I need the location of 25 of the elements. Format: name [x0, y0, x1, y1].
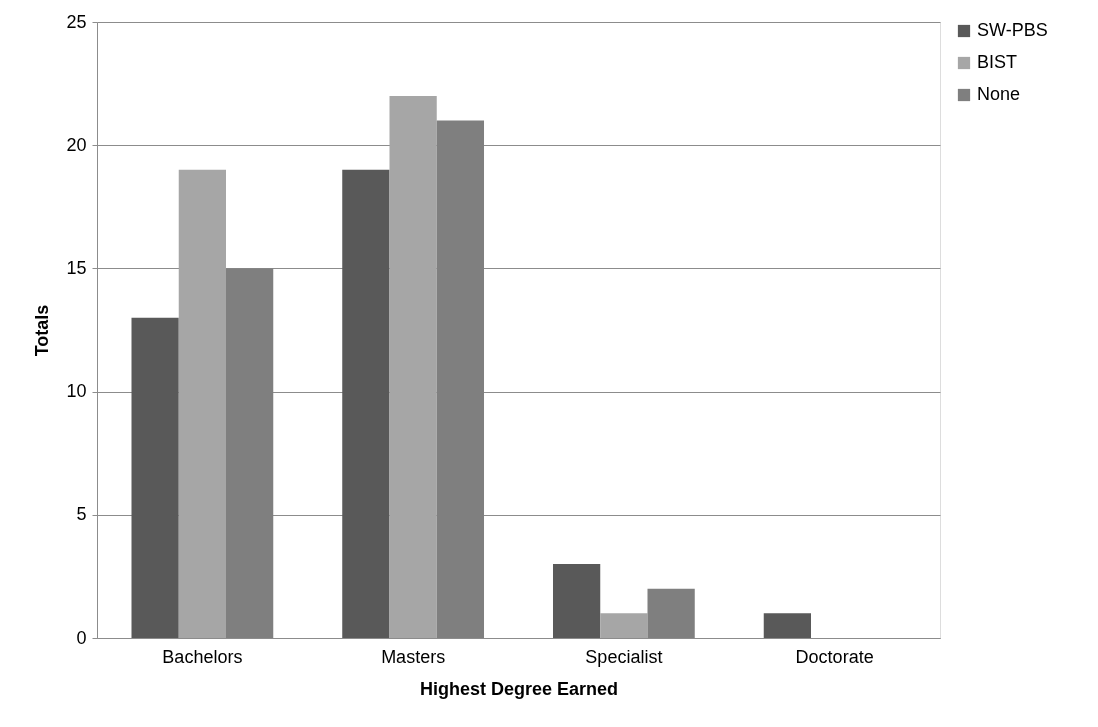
x-tick-label: Bachelors: [162, 646, 243, 667]
x-tick-label: Doctorate: [795, 646, 874, 667]
y-tick-label: 10: [66, 381, 87, 402]
bar: [389, 95, 437, 638]
bar: [647, 588, 695, 638]
y-tick-label: 0: [76, 627, 87, 648]
y-tick-label: 20: [66, 134, 87, 155]
bar: [763, 613, 811, 638]
legend-label: None: [977, 84, 1021, 104]
x-tick-label: Specialist: [585, 646, 663, 667]
y-tick-label: 15: [66, 257, 87, 278]
y-axis-title: Totals: [32, 304, 53, 357]
bar: [131, 317, 179, 638]
bar: [226, 268, 274, 638]
y-tick-label: 5: [76, 504, 87, 525]
bar: [600, 613, 648, 638]
x-tick-label: Masters: [381, 646, 446, 667]
legend-label: BIST: [977, 52, 1018, 72]
legend-label: SW-PBS: [977, 20, 1048, 40]
bar: [552, 564, 601, 638]
bar: [436, 120, 485, 638]
bar: [178, 169, 226, 638]
y-tick-label: 25: [66, 11, 87, 32]
x-axis-title: Highest Degree Earned: [419, 678, 619, 699]
bar: [342, 169, 390, 638]
